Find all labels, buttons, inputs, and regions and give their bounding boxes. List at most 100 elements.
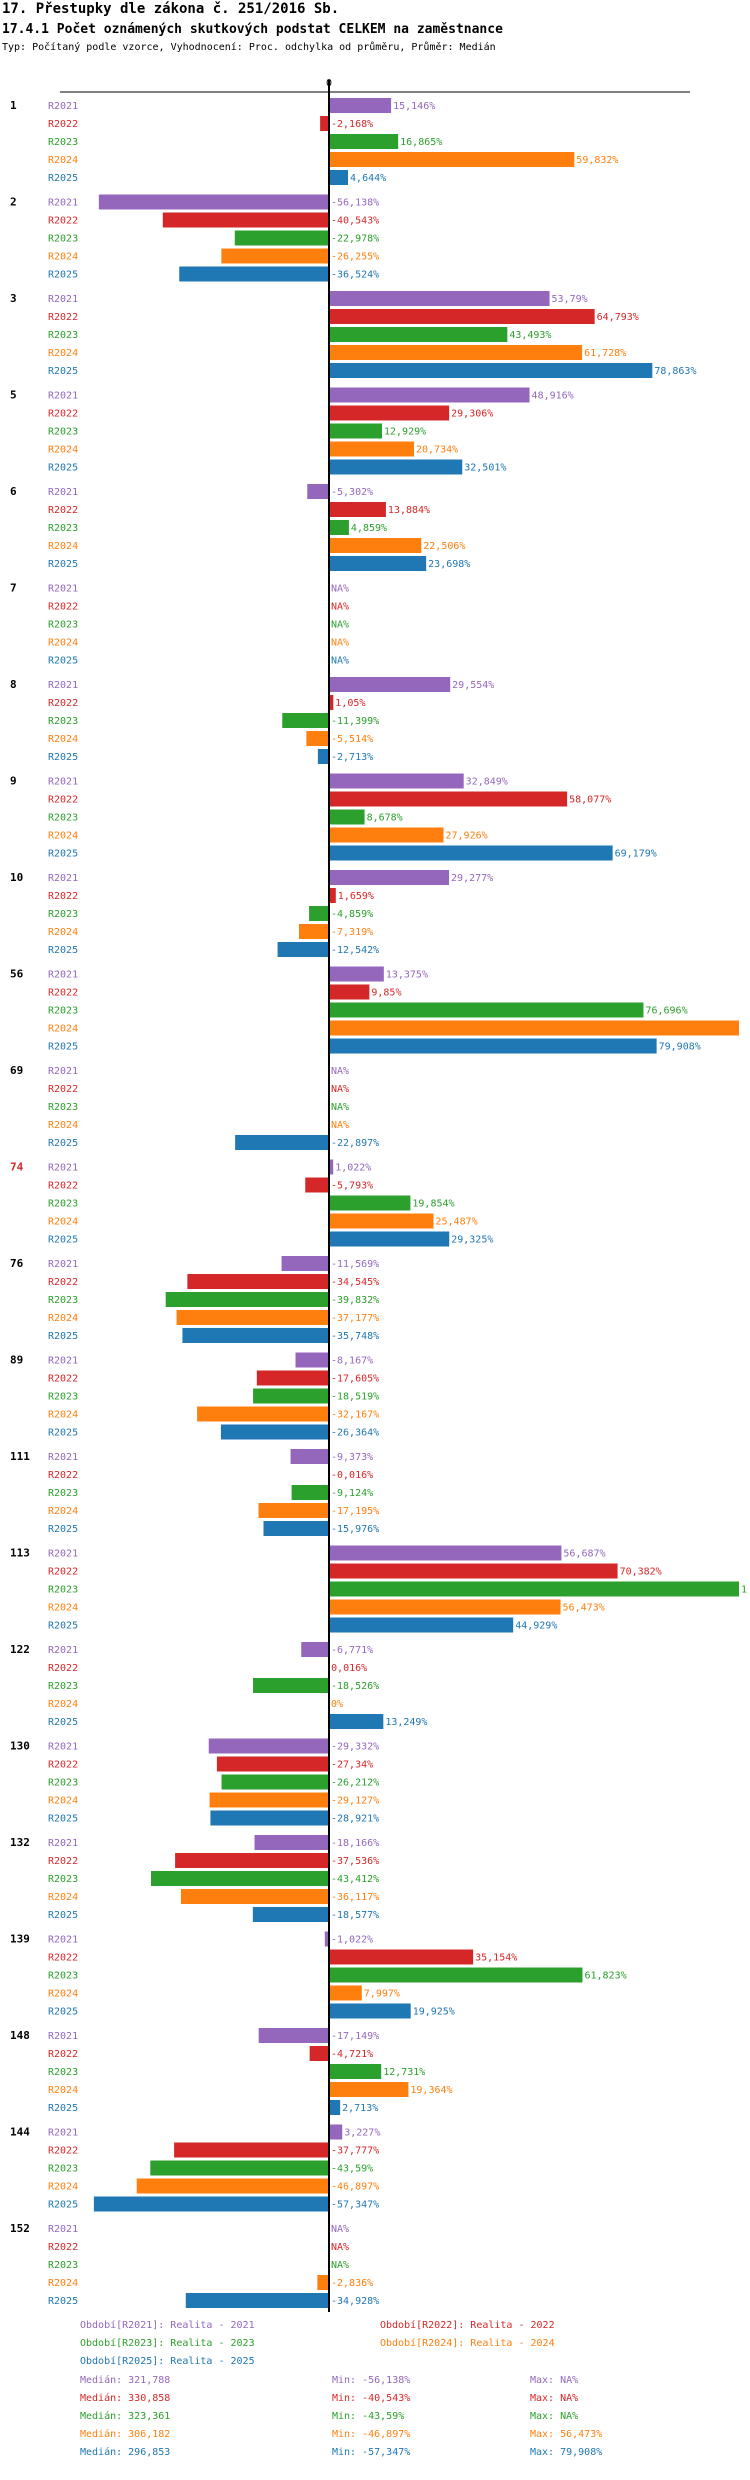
series-label: R2024 <box>48 2085 78 2096</box>
series-label: R2023 <box>48 234 78 245</box>
stat-min: Min: -57,347% <box>332 2447 411 2458</box>
series-label: R2021 <box>48 487 78 498</box>
data-bar <box>329 809 365 825</box>
data-bar <box>329 441 415 457</box>
data-label: NA% <box>331 638 349 649</box>
data-bar <box>329 695 334 710</box>
data-bar <box>306 731 329 746</box>
data-label: 8,678% <box>367 813 403 824</box>
series-label: R2022 <box>48 1084 78 1095</box>
data-bar <box>317 749 329 764</box>
data-bar <box>329 1020 739 1036</box>
group-label: 89 <box>10 1354 23 1367</box>
data-bar <box>324 1931 329 1947</box>
series-label: R2022 <box>48 2242 78 2253</box>
data-label: -46,897% <box>331 2182 379 2193</box>
stat-median: Medián: 306,182 <box>80 2429 171 2440</box>
data-bar <box>329 1195 411 1211</box>
data-label: -36,524% <box>331 270 379 281</box>
data-label: 53,79% <box>552 294 588 305</box>
data-label: -6,771% <box>331 1645 373 1656</box>
stat-max: Max: NA% <box>530 2411 579 2422</box>
series-label: R2022 <box>48 505 78 516</box>
group-label: 144 <box>10 2126 30 2139</box>
data-label: -57,347% <box>331 2200 379 2211</box>
data-bar <box>309 2046 329 2061</box>
data-label: -2,168% <box>331 119 373 130</box>
series-label: R2024 <box>48 1313 78 1324</box>
data-label: 59,832% <box>576 155 618 166</box>
data-bar <box>329 791 568 807</box>
data-label: 4,644% <box>350 173 386 184</box>
data-bar <box>329 2003 411 2019</box>
data-bar <box>329 2100 341 2115</box>
data-bar <box>180 1889 329 1904</box>
group-label: 5 <box>10 389 17 402</box>
data-label: -1,022% <box>331 1935 373 1946</box>
data-bar <box>329 827 444 843</box>
data-label: -18,577% <box>331 1910 379 1921</box>
data-bar <box>221 1774 329 1790</box>
data-label: -12,542% <box>331 945 379 956</box>
stat-max: Max: 56,473% <box>530 2429 603 2440</box>
stat-min: Min: -46,897% <box>332 2429 411 2440</box>
series-label: R2023 <box>48 1392 78 1403</box>
series-label: R2025 <box>48 463 78 474</box>
series-label: R2025 <box>48 366 78 377</box>
chart-title: 17. Přestupky dle zákona č. 251/2016 Sb. <box>2 1 340 17</box>
data-bar <box>209 1792 329 1808</box>
data-bar <box>93 2196 330 2212</box>
series-label: R2025 <box>48 1428 78 1439</box>
group-label: 8 <box>10 678 17 691</box>
data-label: 79,908% <box>659 1042 701 1053</box>
data-bar <box>187 1274 329 1289</box>
series-label: R2021 <box>48 1645 78 1656</box>
series-label: R2021 <box>48 1452 78 1463</box>
series-label: R2022 <box>48 216 78 227</box>
series-label: R2025 <box>48 1717 78 1728</box>
data-bar <box>165 1292 329 1307</box>
data-bar <box>329 152 575 167</box>
stat-max: Max: NA% <box>530 2375 579 2386</box>
series-label: R2024 <box>48 927 78 938</box>
series-label: R2024 <box>48 1892 78 1903</box>
group-label: 111 <box>10 1450 30 1463</box>
chart-subtitle: 17.4.1 Počet oznámených skutkových podst… <box>2 22 503 37</box>
data-bar <box>329 1213 434 1229</box>
group-label: 2 <box>10 196 17 209</box>
series-label: R2025 <box>48 1814 78 1825</box>
data-label: NA% <box>331 1102 349 1113</box>
data-label: -26,212% <box>331 1778 379 1789</box>
series-label: R2024 <box>48 155 78 166</box>
stat-max: Max: 79,908% <box>530 2447 603 2458</box>
data-bar <box>329 556 427 571</box>
data-label: 0% <box>331 1699 343 1710</box>
legend-item: Období[R2022]: Realita - 2022 <box>380 2320 555 2331</box>
group-label: 76 <box>10 1257 24 1270</box>
data-label: 15,146% <box>393 101 435 112</box>
data-label: -9,124% <box>331 1488 373 1499</box>
data-label: 1,022% <box>335 1163 371 1174</box>
series-label: R2022 <box>48 891 78 902</box>
data-label: 1 <box>741 1585 747 1596</box>
stat-median: Medián: 321,788 <box>80 2375 171 2386</box>
data-bar <box>329 1714 384 1729</box>
series-label: R2023 <box>48 523 78 534</box>
series-label: R2024 <box>48 1989 78 2000</box>
data-label: 29,306% <box>451 409 493 420</box>
series-label: R2024 <box>48 1410 78 1421</box>
series-label: R2023 <box>48 1778 78 1789</box>
data-bar <box>329 1967 583 1983</box>
data-bar <box>329 405 450 421</box>
series-label: R2025 <box>48 1621 78 1632</box>
data-label: 56,473% <box>563 1603 605 1614</box>
data-label: NA% <box>331 1066 349 1077</box>
data-label: -8,167% <box>331 1356 373 1367</box>
series-label: R2021 <box>48 777 78 788</box>
data-label: 29,325% <box>451 1235 493 1246</box>
series-label: R2023 <box>48 1585 78 1596</box>
series-label: R2022 <box>48 1760 78 1771</box>
series-label: R2024 <box>48 348 78 359</box>
data-label: -11,569% <box>331 1259 379 1270</box>
data-label: 44,929% <box>515 1621 557 1632</box>
